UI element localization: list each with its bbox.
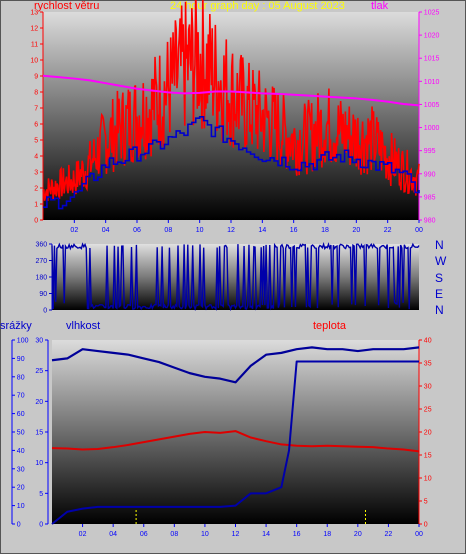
rain-percent-axis-tick-label: 30 (17, 466, 25, 473)
pressure-axis-tick-label: 1020 (424, 33, 440, 40)
wind-x-tick-label: 22 (384, 227, 392, 234)
wind-average-line (43, 116, 420, 210)
rain-mm-axis-tick-label: 20 (35, 399, 43, 406)
wind-axis-tick-label: 5 (34, 138, 38, 145)
wind-x-tick-label: 04 (102, 227, 110, 234)
wind-x-tick-label: 10 (196, 227, 204, 234)
pressure-axis-tick-label: 1005 (424, 102, 440, 109)
rain-mm-axis-tick-label: 30 (35, 338, 43, 345)
temperature-axis-tick-label: 20 (424, 430, 432, 437)
rain-mm-axis-tick-label: 25 (35, 368, 43, 375)
humidity-x-tick-label: 20 (354, 531, 362, 538)
rain-mm-axis-tick-label: 10 (35, 460, 43, 467)
rain-mm-axis-tick-label: 15 (35, 430, 43, 437)
humidity-x-tick-label: 04 (109, 531, 117, 538)
temperature-axis-tick-label: 25 (424, 407, 432, 414)
temperature-line (51, 430, 420, 453)
wind-axis-tick-label: 1 (34, 202, 38, 209)
humidity-x-tick-label: 18 (323, 531, 331, 538)
compass-w: W (435, 254, 447, 268)
direction-axis-tick-label: 90 (39, 291, 47, 298)
compass-n-top: N (435, 238, 444, 252)
pressure-axis-tick-label: 1025 (424, 10, 440, 17)
wind-axis-tick-label: 8 (34, 90, 38, 97)
humidity-x-tick-label: 14 (262, 531, 270, 538)
rain-percent-axis-tick-label: 10 (17, 503, 25, 510)
rain-percent-axis-tick-label: 50 (17, 430, 25, 437)
rain-percent-axis-tick-label: 80 (17, 374, 25, 381)
direction-axis-tick-label: 180 (36, 275, 48, 282)
rain-line (51, 360, 419, 525)
direction-axis-tick-label: 0 (43, 308, 47, 315)
wind-axis-tick-label: 13 (30, 10, 38, 17)
direction-axis-tick-label: 270 (36, 258, 48, 265)
wind-x-tick-label: 20 (352, 227, 360, 234)
wind-x-tick-label: 18 (321, 227, 329, 234)
temperature-axis-tick-label: 30 (424, 384, 432, 391)
pressure-axis-tick-label: 1000 (424, 125, 440, 132)
wind-speed-line (42, 0, 420, 201)
rain-percent-axis-tick-label: 20 (17, 485, 25, 492)
wind-x-tick-label: 12 (227, 227, 235, 234)
pressure-axis-tick-label: 995 (424, 148, 436, 155)
chart-title: 24 hour graph day : 05 August 2023 (170, 0, 345, 12)
humidity-x-tick-label: 08 (170, 531, 178, 538)
wind-direction-line (51, 242, 420, 312)
temperature-axis-tick-label: 5 (424, 499, 428, 506)
wind-x-tick-label: 08 (164, 227, 172, 234)
wind-x-tick-label: 14 (258, 227, 266, 234)
pressure-axis-tick-label: 990 (424, 171, 436, 178)
pressure-label: tlak (371, 0, 389, 12)
rain-percent-axis-tick-label: 60 (17, 411, 25, 418)
wind-axis-tick-label: 3 (34, 170, 38, 177)
wind-axis-tick-label: 2 (34, 186, 38, 193)
pressure-axis-tick-label: 985 (424, 194, 436, 201)
rain-percent-axis-tick-label: 90 (17, 356, 25, 363)
wind-axis-tick-label: 9 (34, 74, 38, 81)
humidity-x-tick-label: 10 (201, 531, 209, 538)
temperature-axis-tick-label: 15 (424, 453, 432, 460)
humidity-x-tick-label: 02 (79, 531, 87, 538)
rain-mm-axis-tick-label: 5 (39, 491, 43, 498)
compass-n-bottom: N (435, 303, 444, 317)
pressure-axis-tick-label: 1015 (424, 56, 440, 63)
wind-axis-tick-label: 11 (31, 42, 38, 49)
rain-percent-axis-tick-label: 0 (17, 522, 21, 529)
wind-axis-tick-label: 6 (34, 122, 38, 129)
temperature-axis-tick-label: 35 (424, 361, 432, 368)
humidity-x-tick-label: 16 (293, 531, 301, 538)
pressure-axis-tick-label: 980 (424, 218, 436, 225)
compass-e: E (435, 287, 444, 301)
pressure-axis-tick-label: 1010 (424, 79, 440, 86)
humidity-x-tick-label: 06 (140, 531, 148, 538)
rain-percent-axis-tick-label: 40 (17, 448, 25, 455)
humidity-x-tick-label: 22 (385, 531, 393, 538)
rain-mm-axis-tick-label: 0 (39, 522, 43, 529)
temperature-label: teplota (313, 320, 347, 332)
humidity-x-tick-label: 00 (415, 531, 423, 538)
wind-axis-tick-label: 0 (34, 218, 38, 225)
temperature-axis-tick-label: 0 (424, 522, 428, 529)
wind-axis-tick-label: 10 (30, 58, 38, 65)
compass-s: S (435, 271, 444, 285)
direction-axis-tick-label: 360 (36, 242, 48, 249)
temperature-axis-tick-label: 40 (424, 338, 432, 345)
temperature-axis-tick-label: 10 (424, 476, 432, 483)
wind-x-tick-label: 02 (70, 227, 78, 234)
humidity-x-tick-label: 12 (232, 531, 240, 538)
humidity-line (51, 346, 420, 384)
humidity-label: vlhkost (66, 320, 101, 332)
wind-x-tick-label: 06 (133, 227, 141, 234)
wind-axis-tick-label: 12 (30, 26, 38, 33)
wind-axis-tick-label: 7 (34, 106, 38, 113)
rain-percent-axis-tick-label: 100 (17, 338, 29, 345)
rain-label: srážky (0, 320, 32, 332)
rain-percent-axis-tick-label: 70 (17, 393, 25, 400)
wind-x-tick-label: 00 (415, 227, 423, 234)
wind-x-tick-label: 16 (290, 227, 298, 234)
pressure-line (42, 74, 420, 107)
wind-axis-tick-label: 4 (34, 154, 38, 161)
wind-speed-label: rychlost větru (34, 0, 100, 12)
